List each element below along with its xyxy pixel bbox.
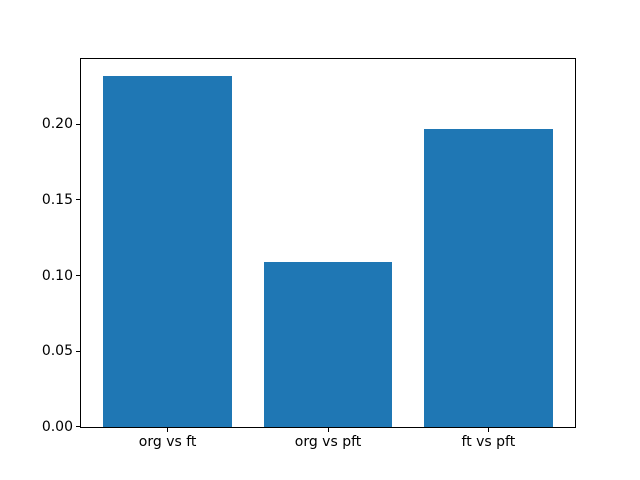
bar-org-vs-pft — [263, 261, 393, 427]
y-tick-label: 0.00 — [41, 418, 73, 435]
x-tick-label: org vs pft — [294, 433, 362, 450]
x-tick-label: ft vs pft — [461, 433, 516, 450]
y-tick-mark — [76, 350, 80, 352]
x-tick-label: org vs ft — [138, 433, 197, 450]
x-tick-mark — [167, 427, 169, 432]
x-tick-mark — [487, 427, 489, 432]
y-tick-label: 0.05 — [41, 343, 73, 360]
y-tick-mark — [76, 275, 80, 277]
bar-org-vs-ft — [103, 76, 232, 427]
x-tick-mark — [327, 427, 329, 432]
bar-ft-vs-pft — [424, 129, 553, 427]
y-tick-label: 0.20 — [41, 116, 73, 133]
y-tick-mark — [76, 426, 80, 428]
y-tick-label: 0.10 — [41, 267, 73, 284]
y-tick-mark — [76, 199, 80, 201]
y-tick-label: 0.15 — [41, 191, 73, 208]
y-tick-mark — [76, 123, 80, 125]
plot-area: org vs ft org vs pft ft vs pft 0.00 0.05 0.10… — [42, 57, 576, 450]
